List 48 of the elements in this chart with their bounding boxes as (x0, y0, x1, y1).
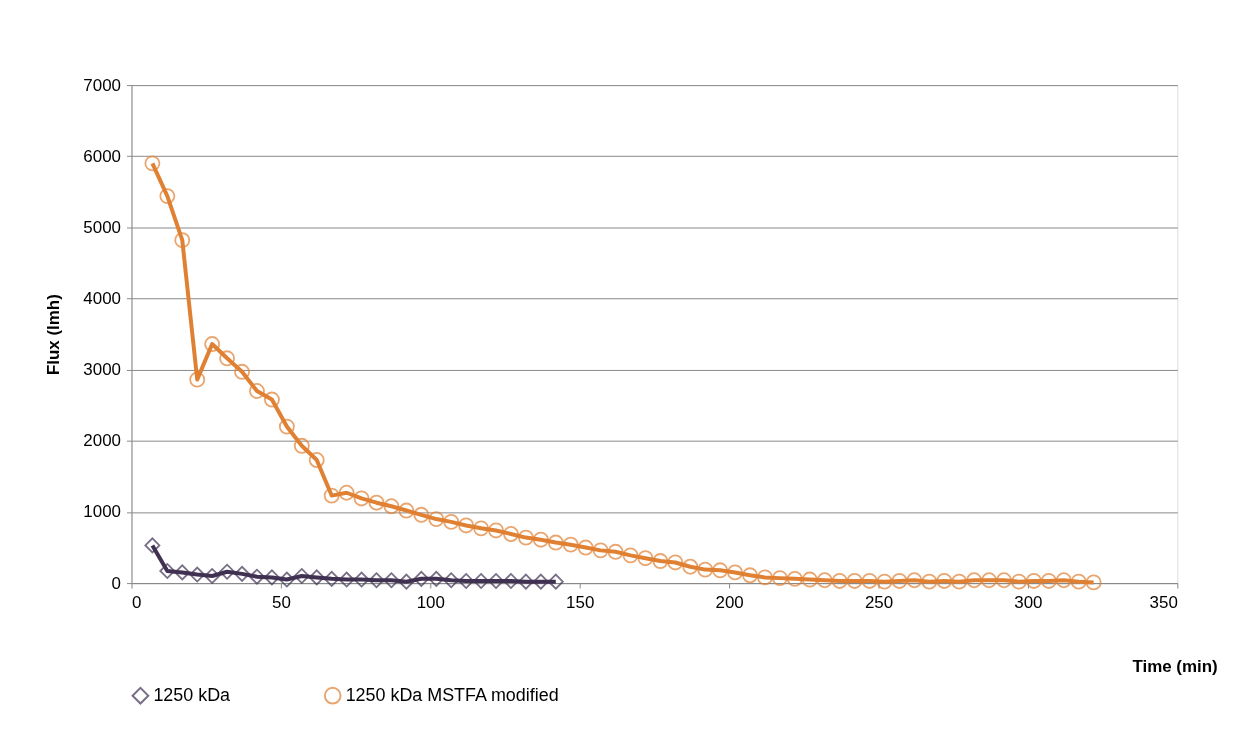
point (293, 568, 310, 584)
y-tick-label: 5000 (83, 217, 122, 237)
y-tick-label: 0 (111, 573, 122, 593)
legend-label: 1250 kDa (153, 684, 231, 705)
point (159, 563, 176, 579)
x-tick-label: 100 (416, 592, 445, 612)
point (517, 573, 534, 590)
x-tick-label: 200 (715, 592, 744, 612)
x-tick-label: 250 (864, 592, 894, 612)
y-tick-label: 4000 (83, 289, 122, 308)
x-tick-label: 50 (271, 592, 291, 612)
point (204, 568, 221, 584)
legend-label: 1250 kDa MSTFA modified (345, 684, 559, 705)
point (234, 565, 250, 582)
x-tick-label: 0 (131, 592, 142, 612)
y-tick-label: 1000 (83, 502, 122, 522)
point (144, 537, 161, 554)
y-tick-label: 7000 (83, 75, 122, 95)
point (458, 573, 475, 589)
point (443, 572, 460, 589)
point (323, 570, 340, 587)
x-tick-label: 350 (1149, 592, 1178, 612)
y-tick-label: 2000 (83, 431, 122, 451)
point (383, 572, 400, 589)
y-axis-title: Flux (lmh) (44, 294, 64, 376)
point (263, 569, 280, 586)
y-tick-label: 3000 (83, 360, 122, 380)
point (174, 564, 191, 581)
point (338, 571, 355, 588)
x-tick-label: 150 (566, 592, 595, 612)
point (189, 566, 206, 583)
point (219, 563, 236, 580)
point (473, 573, 490, 589)
point (308, 569, 325, 586)
point (547, 573, 564, 590)
point (249, 568, 265, 585)
point (398, 573, 415, 590)
point (368, 572, 385, 589)
point (413, 570, 430, 587)
point (353, 571, 370, 588)
point (428, 570, 445, 587)
point (503, 573, 519, 589)
point (278, 571, 295, 588)
x-tick-label: 300 (1014, 592, 1043, 612)
x-axis-title: Time (min) (1132, 657, 1218, 677)
y-tick-label: 6000 (83, 146, 122, 166)
point (532, 573, 549, 590)
point (488, 573, 504, 589)
